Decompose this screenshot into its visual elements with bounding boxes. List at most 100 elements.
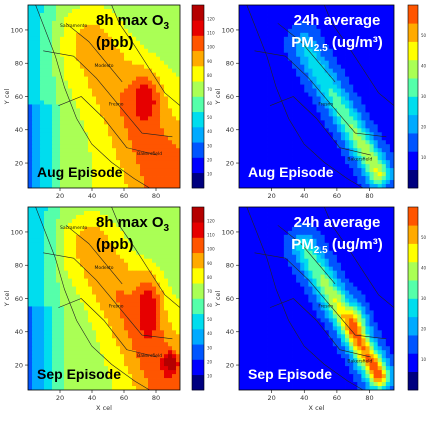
heat-cell [132, 250, 137, 256]
heat-cell [320, 104, 326, 109]
heat-cell [88, 140, 93, 145]
heat-cell [60, 140, 65, 145]
heat-cell [296, 64, 301, 70]
heat-cell [365, 8, 370, 14]
heat-cell [176, 180, 180, 185]
heat-cell [255, 180, 260, 185]
heat-cell [156, 36, 161, 42]
heat-cell [324, 184, 330, 188]
heat-cell [120, 140, 125, 145]
heat-cell [120, 222, 125, 228]
heat-cell [300, 136, 305, 141]
heat-cell [32, 286, 37, 291]
heat-cell [263, 104, 268, 109]
heat-cell [136, 274, 141, 280]
heat-cell [381, 92, 387, 97]
heat-cell [132, 294, 137, 299]
heat-cell [243, 148, 248, 153]
heat-cell [172, 104, 177, 109]
heat-cell [369, 52, 375, 58]
heat-cell [168, 180, 173, 185]
heat-cell [48, 310, 53, 315]
heat-cell [247, 84, 252, 89]
heat-cell [148, 88, 153, 93]
heat-cell [128, 214, 133, 220]
heat-cell [377, 5, 383, 10]
colorbar-segment [192, 20, 204, 36]
heat-cell [104, 318, 109, 323]
heat-cell [92, 350, 97, 355]
heat-cell [100, 274, 105, 280]
heat-cell [345, 56, 350, 62]
heat-cell [361, 16, 366, 22]
heat-cell [160, 282, 165, 287]
heat-cell [156, 290, 161, 295]
heat-cell [76, 24, 81, 30]
heat-cell [92, 52, 97, 58]
heat-cell [36, 306, 41, 311]
heat-cell [328, 148, 334, 153]
heat-cell [44, 164, 49, 169]
heat-cell [116, 5, 121, 10]
heat-cell [263, 36, 268, 42]
heat-cell [68, 214, 73, 220]
heat-cell [328, 184, 334, 188]
heat-cell [68, 20, 73, 26]
heat-cell [120, 8, 125, 14]
heat-cell [168, 207, 173, 212]
heat-cell [349, 132, 354, 137]
heat-cell [340, 64, 346, 70]
heat-cell [148, 108, 153, 113]
heat-cell [369, 5, 375, 10]
heat-cell [32, 64, 37, 70]
heat-cell [357, 68, 362, 74]
heat-cell [349, 140, 354, 145]
heat-cell [28, 176, 33, 181]
heat-cell [172, 88, 177, 93]
heat-cell [108, 64, 113, 70]
heat-cell [104, 290, 109, 295]
heat-cell [112, 180, 117, 185]
heat-cell [92, 84, 97, 89]
heat-cell [104, 28, 109, 34]
heat-cell [263, 176, 268, 181]
heat-cell [88, 282, 93, 287]
heat-cell [84, 116, 89, 121]
heat-cell [68, 286, 73, 291]
heat-cell [32, 164, 37, 169]
heat-cell [385, 112, 391, 117]
heat-cell [112, 318, 117, 323]
heat-cell [128, 346, 133, 351]
heat-cell [172, 112, 177, 117]
heat-cell [255, 20, 260, 26]
heat-cell [44, 100, 49, 105]
heat-cell [96, 8, 101, 14]
heat-cell [68, 168, 73, 173]
heat-cell [72, 104, 77, 109]
heat-cell [267, 72, 273, 78]
heat-cell [148, 270, 153, 276]
heat-cell [389, 20, 394, 26]
heat-cell [312, 184, 317, 188]
heat-cell [144, 210, 149, 216]
heat-cell [316, 5, 321, 10]
heat-cell [259, 148, 264, 153]
heat-cell [52, 32, 57, 38]
heat-cell [389, 172, 394, 177]
heat-cell [28, 64, 33, 70]
heat-cell [324, 176, 330, 181]
heat-cell [160, 278, 165, 283]
heat-cell [84, 238, 89, 244]
heat-cell [52, 132, 57, 137]
heat-cell [172, 346, 177, 351]
heat-cell [176, 64, 180, 70]
heat-cell [172, 68, 177, 74]
heat-cell [104, 76, 109, 81]
heat-cell [389, 48, 394, 54]
heat-cell [52, 346, 57, 351]
heat-cell [304, 104, 309, 109]
heat-cell [332, 100, 338, 105]
heat-cell [44, 230, 49, 236]
heat-cell [381, 56, 387, 62]
heat-cell [365, 140, 370, 145]
